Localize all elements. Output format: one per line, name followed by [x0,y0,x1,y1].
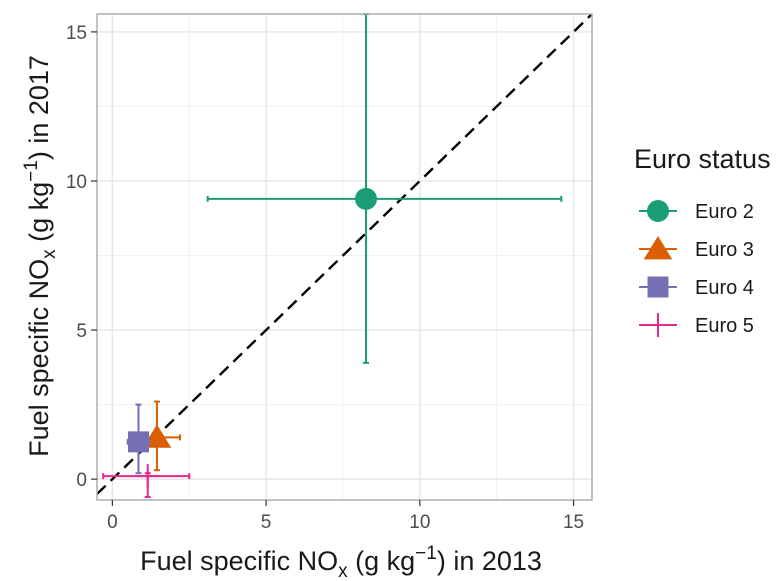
data-marks [102,13,563,499]
legend-item-euro-3: Euro 3 [639,236,754,261]
legend-key-marker-euro-3 [643,236,673,260]
legend-key-marker-euro-4 [647,276,669,298]
y-tick-label: 0 [76,470,87,491]
legend-title: Euro status [634,144,771,174]
series-euro-4 [126,403,151,475]
euro-2-point [355,187,378,210]
euro-4-point [128,431,150,453]
legend-label-euro-5: Euro 5 [695,315,754,337]
x-tick-label: 0 [107,512,118,533]
legend-item-euro-5: Euro 5 [639,313,754,337]
grid-lines [97,14,592,500]
y-title-sub: x [39,249,60,259]
y-tick-label: 5 [76,321,87,342]
x-title-pre: Fuel specific NO [140,546,338,576]
euro-5-point [135,464,160,489]
legend-item-euro-4: Euro 4 [639,276,754,299]
legend-label-euro-2: Euro 2 [695,201,754,223]
y-tick-label: 15 [66,23,87,44]
x-title-sup: −1 [415,543,437,564]
legend-key-marker-euro-5 [646,313,670,337]
y-title-sup: −1 [21,160,42,182]
axis-ticks: 0 5 10 15 0 5 10 15 [66,23,584,533]
series-euro-2 [206,13,563,364]
x-tick-label: 10 [409,512,430,533]
legend-label-euro-3: Euro 3 [695,239,754,261]
x-title-sub: x [338,561,348,581]
x-title-mid: (g kg [348,546,416,576]
reference-line-y-equals-x [96,13,593,495]
x-axis-title: Fuel specific NOx (g kg−1) in 2013 [140,543,542,581]
y-tick-label: 10 [66,172,87,193]
x-tick-label: 5 [261,512,272,533]
panel-border [96,13,593,501]
legend-label-euro-4: Euro 4 [695,277,754,299]
y-axis-title: Fuel specific NOx (g kg−1) in 2017 [21,55,60,457]
series-euro-5 [102,464,191,499]
x-title-post: ) in 2013 [437,546,542,576]
legend-key-marker-euro-2 [647,200,669,222]
legend-item-euro-2: Euro 2 [639,200,754,223]
legend: Euro status Euro 2 Euro 3 Euro 4 Euro 5 [634,144,771,337]
reference-line-group [96,13,593,495]
y-title-post: ) in 2017 [24,55,54,160]
x-tick-label: 15 [563,512,584,533]
y-title-pre: Fuel specific NO [24,259,54,457]
y-title-mid: (g kg [24,182,54,250]
